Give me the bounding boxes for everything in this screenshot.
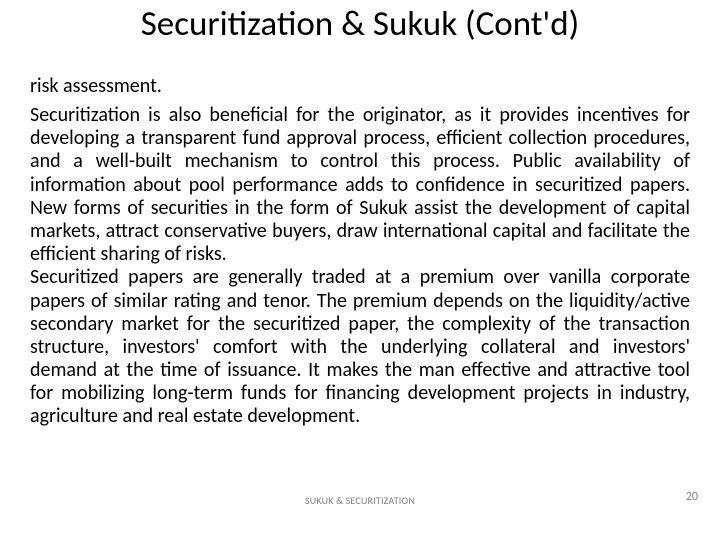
- slide-title: Securitization & Sukuk (Cont'd): [0, 6, 720, 44]
- page-number: 20: [686, 490, 698, 504]
- slide: Securitization & Sukuk (Cont'd) risk ass…: [0, 0, 720, 540]
- body-text: Securitization is also beneficial for th…: [30, 104, 690, 429]
- footer-center: SUKUK & SECURITIZATION: [0, 494, 720, 507]
- lead-in-text: risk assessment.: [30, 74, 200, 98]
- paragraph-2: Securitized papers are generally traded …: [30, 266, 690, 428]
- paragraph-1: Securitization is also beneficial for th…: [30, 104, 690, 266]
